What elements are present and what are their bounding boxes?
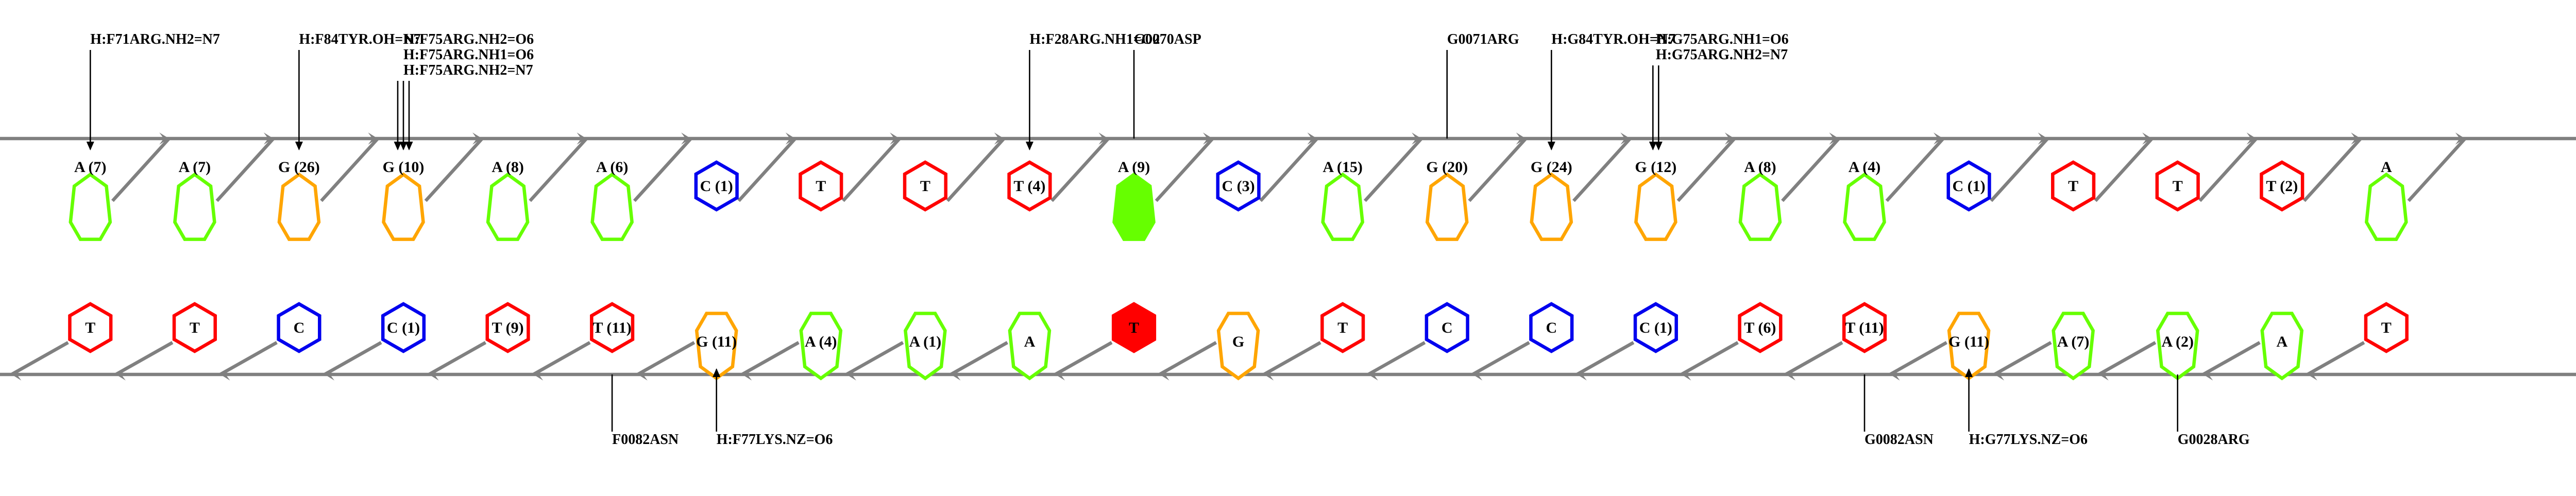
svg-text:G0028ARG: G0028ARG xyxy=(2178,432,2250,448)
svg-text:T: T xyxy=(920,178,930,195)
svg-text:T (11): T (11) xyxy=(1845,319,1884,336)
svg-text:T (2): T (2) xyxy=(2266,178,2298,195)
svg-text:G (11): G (11) xyxy=(696,333,737,350)
svg-text:A: A xyxy=(1024,333,1036,350)
svg-text:H:G77LYS.NZ=O6: H:G77LYS.NZ=O6 xyxy=(1969,432,2088,448)
svg-text:A (9): A (9) xyxy=(1118,159,1150,176)
svg-text:T: T xyxy=(85,319,95,336)
svg-text:A: A xyxy=(2381,159,2392,176)
svg-text:H:F75ARG.NH2=N7: H:F75ARG.NH2=N7 xyxy=(403,62,533,78)
svg-text:T: T xyxy=(190,319,200,336)
svg-text:C: C xyxy=(1442,319,1453,336)
svg-text:T: T xyxy=(2381,319,2392,336)
svg-text:T: T xyxy=(1129,319,1139,336)
svg-text:G: G xyxy=(1232,333,1244,350)
svg-text:A (6): A (6) xyxy=(596,159,629,176)
svg-text:A (8): A (8) xyxy=(492,159,524,176)
svg-text:T (6): T (6) xyxy=(1744,319,1776,336)
svg-text:H:F75ARG.NH1=O6: H:F75ARG.NH1=O6 xyxy=(403,47,534,63)
svg-text:C (1): C (1) xyxy=(1639,319,1672,336)
svg-text:A (8): A (8) xyxy=(1744,159,1776,176)
svg-text:H:G75ARG.NH2=N7: H:G75ARG.NH2=N7 xyxy=(1656,47,1788,63)
svg-text:A (4): A (4) xyxy=(1849,159,1881,176)
svg-text:A (7): A (7) xyxy=(74,159,107,176)
svg-text:C: C xyxy=(294,319,305,336)
svg-text:T (4): T (4) xyxy=(1013,178,1045,195)
svg-text:H:F77LYS.NZ=O6: H:F77LYS.NZ=O6 xyxy=(717,432,833,448)
svg-text:G0082ASN: G0082ASN xyxy=(1865,432,1934,448)
svg-text:T: T xyxy=(2068,178,2078,195)
svg-text:C: C xyxy=(1546,319,1557,336)
svg-text:A (1): A (1) xyxy=(909,333,942,350)
svg-text:C (1): C (1) xyxy=(700,178,733,195)
svg-text:C (3): C (3) xyxy=(1222,178,1255,195)
svg-text:A (2): A (2) xyxy=(2161,333,2194,350)
svg-text:H:F75ARG.NH2=O6: H:F75ARG.NH2=O6 xyxy=(403,31,534,47)
svg-text:G0070ASP: G0070ASP xyxy=(1134,31,1201,47)
svg-text:G0071ARG: G0071ARG xyxy=(1447,31,1519,47)
svg-text:T: T xyxy=(816,178,826,195)
svg-text:G (24): G (24) xyxy=(1531,159,1572,176)
svg-text:T: T xyxy=(2173,178,2183,195)
svg-text:G (12): G (12) xyxy=(1635,159,1676,176)
svg-text:C (1): C (1) xyxy=(1953,178,1986,195)
svg-text:H:F84TYR.OH=N7: H:F84TYR.OH=N7 xyxy=(299,31,420,47)
svg-text:T (9): T (9) xyxy=(492,319,524,336)
svg-text:A (7): A (7) xyxy=(2057,333,2090,350)
svg-text:A (7): A (7) xyxy=(179,159,211,176)
svg-text:G (11): G (11) xyxy=(1948,333,1989,350)
svg-text:H:G75ARG.NH1=O6: H:G75ARG.NH1=O6 xyxy=(1656,31,1789,47)
svg-text:T: T xyxy=(1337,319,1348,336)
svg-text:A (15): A (15) xyxy=(1323,159,1363,176)
svg-text:A (4): A (4) xyxy=(805,333,837,350)
svg-text:F0082ASN: F0082ASN xyxy=(612,432,679,448)
svg-text:G (10): G (10) xyxy=(383,159,425,176)
svg-text:G (26): G (26) xyxy=(278,159,320,176)
svg-text:T (11): T (11) xyxy=(592,319,631,336)
svg-text:G (20): G (20) xyxy=(1426,159,1468,176)
svg-text:A: A xyxy=(2276,333,2287,350)
svg-text:H:F71ARG.NH2=N7: H:F71ARG.NH2=N7 xyxy=(90,31,220,47)
svg-text:C (1): C (1) xyxy=(387,319,420,336)
